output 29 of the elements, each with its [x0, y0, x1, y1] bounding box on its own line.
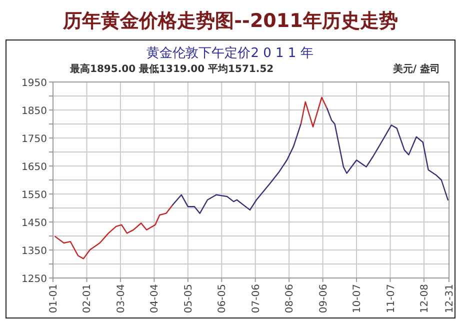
text: 最高1895.00 最低1319.00 平均1571.52	[69, 63, 274, 75]
y-tick-label: 1250	[22, 274, 47, 285]
line-series	[172, 122, 302, 214]
x-tick-label: 10-07	[352, 284, 364, 314]
y-tick-label: 1550	[22, 190, 47, 201]
x-tick-label: 01-01	[48, 284, 60, 314]
y-tick-label: 1450	[22, 218, 47, 229]
y-tick-label: 1850	[22, 106, 47, 117]
y-tick-label: 1650	[22, 162, 47, 173]
x-tick-label: 12-08	[419, 284, 430, 314]
x-tick-label: 06-05	[217, 284, 228, 314]
x-tick-label: 09-06	[318, 284, 330, 314]
line-series	[326, 108, 449, 200]
x-tick-label: 11-07	[386, 284, 397, 314]
x-tick-label: 03-04	[116, 284, 127, 314]
chart-title: 历年黄金价格走势图--2011年历史走势	[62, 10, 398, 32]
x-tick-label: 08-06	[284, 284, 296, 314]
x-tick-label: 04-04	[150, 284, 161, 314]
y-tick-label: 1950	[22, 78, 47, 89]
chart-subtitle: 黄金伦敦下午定价2 0 1 1 年	[146, 46, 314, 61]
line-series	[54, 204, 174, 260]
y-tick-label: 1750	[22, 134, 47, 145]
x-tick-label: 07-06	[250, 284, 262, 314]
line-series	[300, 96, 328, 128]
x-tick-label: 12-31	[444, 284, 456, 314]
x-tick-label: 05-05	[183, 284, 194, 314]
y-tick-label: 1350	[22, 246, 47, 257]
text: 美元/ 盎司	[392, 63, 440, 75]
x-tick-label: 02-01	[82, 284, 94, 314]
